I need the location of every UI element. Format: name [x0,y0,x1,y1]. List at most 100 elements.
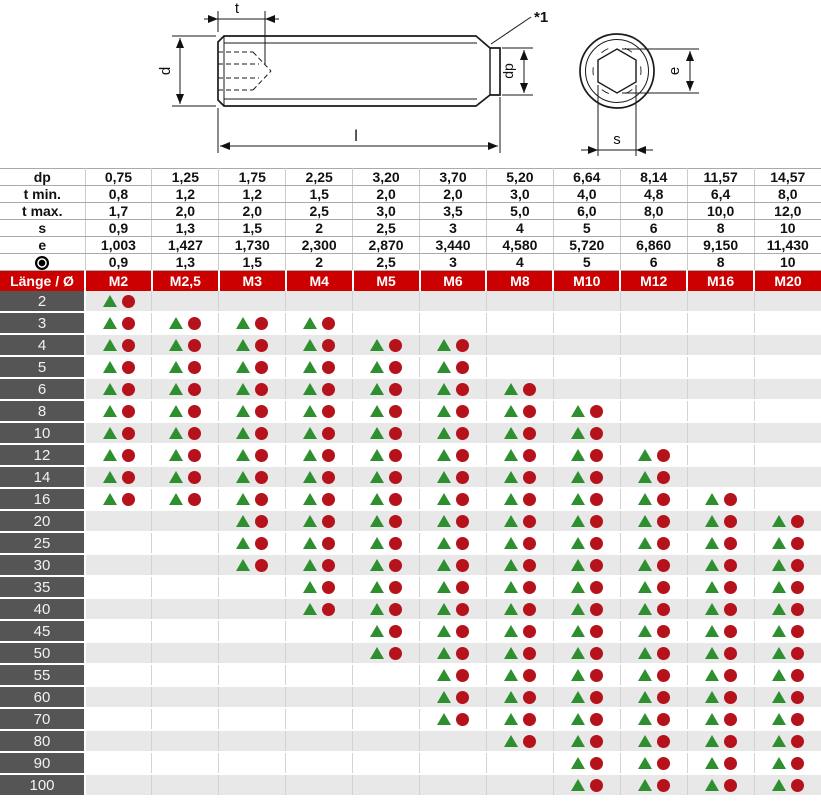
availability-dot-icon [656,536,670,550]
availability-triangle-icon [503,691,518,704]
availability-cell [352,378,421,402]
availability-triangle-icon [637,669,652,682]
availability-triangle-icon [570,625,585,638]
availability-cell [553,620,621,644]
availability-dot-icon [522,668,536,682]
availability-dot-icon [121,426,135,440]
spec-value: 1,427 [151,236,220,254]
availability-cell [285,642,354,666]
availability-cell [754,532,821,556]
length-diameter-header: Länge / Ø [0,270,86,292]
availability-cell [151,598,220,622]
spec-value: 11,57 [687,168,755,186]
availability-triangle-icon [771,537,786,550]
availability-triangle-icon [704,603,719,616]
availability-dot-icon [522,536,536,550]
availability-dot-icon [656,580,670,594]
availability-triangle-icon [704,537,719,550]
availability-triangle-icon [771,669,786,682]
availability-dot-icon [589,778,603,792]
availability-triangle-icon [169,427,184,440]
availability-row: 70 [0,708,821,732]
availability-dot-icon [455,712,469,726]
availability-triangle-icon [303,317,318,330]
size-header: M10 [553,270,622,292]
availability-cell [754,312,821,336]
length-label: 20 [0,510,86,534]
size-header: M16 [687,270,756,292]
spec-value: 2,0 [352,185,421,203]
availability-row: 40 [0,598,821,622]
availability-triangle-icon [503,537,518,550]
availability-triangle-icon [503,625,518,638]
spec-value: 8,14 [620,168,688,186]
spec-value: 3,20 [352,168,421,186]
availability-cell [218,576,287,600]
availability-triangle-icon [436,581,451,594]
length-label: 90 [0,752,86,776]
availability-triangle-icon [771,603,786,616]
availability-triangle-icon [570,449,585,462]
availability-cell [553,312,621,336]
availability-triangle-icon [637,691,652,704]
availability-cell [620,752,688,776]
spec-value: 2,5 [285,202,354,220]
availability-cell [486,752,554,776]
availability-triangle-icon [570,537,585,550]
availability-triangle-icon [236,427,251,440]
dim-e [622,48,699,94]
availability-triangle-icon [704,691,719,704]
availability-dot-icon [389,492,403,506]
availability-cell [151,378,220,402]
availability-dot-icon [589,734,603,748]
spec-value: 0,9 [85,253,153,272]
availability-cell [754,752,821,776]
availability-dot-icon [255,316,269,330]
availability-body: 2 3 4 5 6 8 10 12 14 16 20 25 30 35 40 45 50 55 60 70 80 90 10… [0,291,821,798]
availability-dot-icon [790,624,804,638]
availability-triangle-icon [503,383,518,396]
availability-cell [486,444,554,468]
availability-cell [754,730,821,754]
availability-dot-icon [455,448,469,462]
availability-cell [687,400,755,424]
availability-dot-icon [522,624,536,638]
availability-cell [486,774,554,798]
availability-row: 14 [0,466,821,490]
availability-dot-icon [121,338,135,352]
availability-triangle-icon [102,295,117,308]
availability-cell [218,356,287,380]
label-d: d [157,67,174,75]
availability-cell [620,400,688,424]
availability-cell [218,774,287,798]
availability-triangle-icon [704,779,719,792]
spec-value: 5,20 [486,168,554,186]
availability-dot-icon [389,338,403,352]
availability-cell [285,730,354,754]
length-label: 80 [0,730,86,754]
availability-cell [419,620,487,644]
dim-d [172,35,216,107]
availability-cell [687,752,755,776]
availability-triangle-icon [637,471,652,484]
length-label: 14 [0,466,86,490]
availability-cell [553,642,621,666]
availability-cell [620,466,688,490]
availability-triangle-icon [704,735,719,748]
availability-dot-icon [656,734,670,748]
spec-value: 3,440 [419,236,487,254]
availability-row: 45 [0,620,821,644]
spec-row: e 1,003 1,427 1,730 2,300 2,870 3,440 4,580 5,72… [0,236,821,254]
size-header: M12 [620,270,689,292]
availability-cell [151,356,220,380]
spec-value: 1,003 [85,236,153,254]
availability-triangle-icon [236,449,251,462]
spec-value: 10 [754,253,821,272]
availability-triangle-icon [102,493,117,506]
availability-cell [85,378,153,402]
availability-triangle-icon [570,691,585,704]
availability-triangle-icon [169,493,184,506]
availability-dot-icon [656,624,670,638]
availability-triangle-icon [637,515,652,528]
availability-dot-icon [656,492,670,506]
